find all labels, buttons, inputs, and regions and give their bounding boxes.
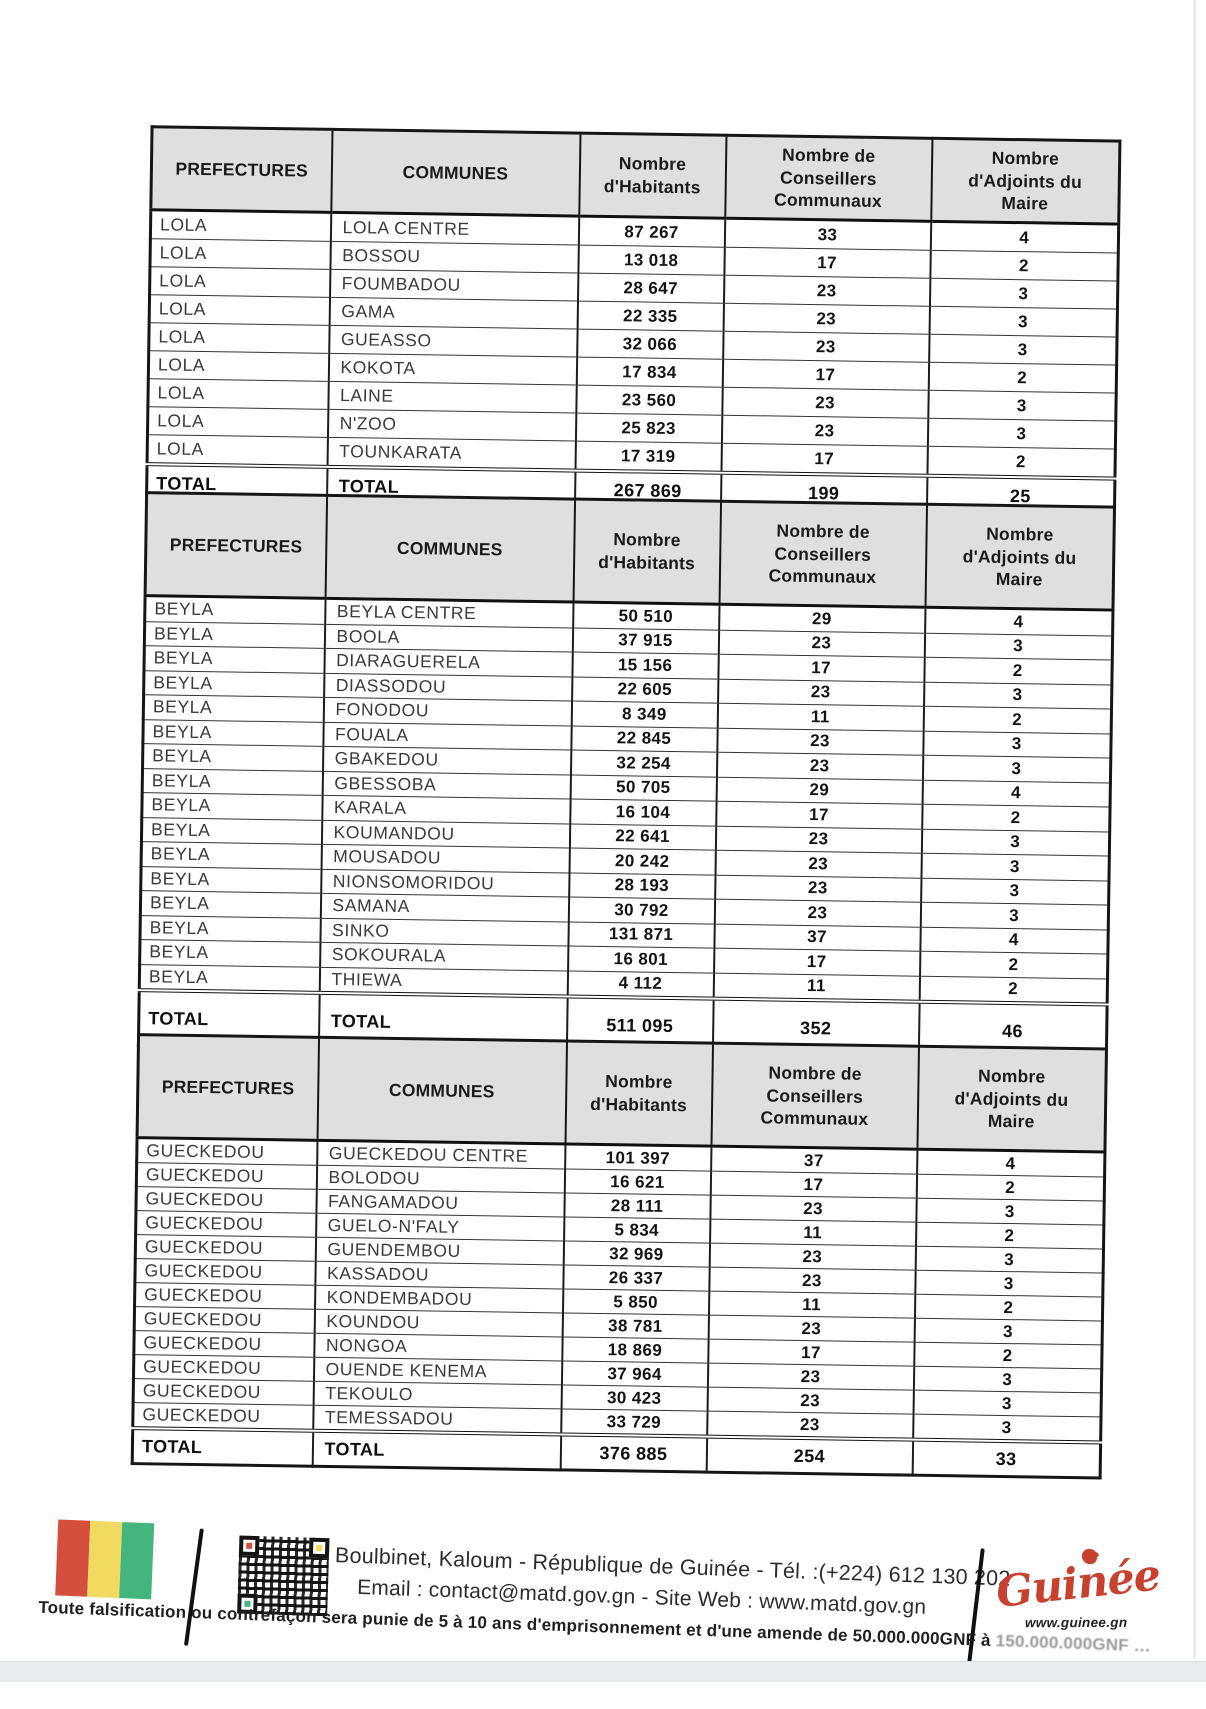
contact-block: Boulbinet, Kaloum - République de Guinée…: [333, 1543, 1011, 1620]
scan-edge-band: [0, 1661, 1206, 1682]
qr-code: [237, 1535, 330, 1617]
legal-text-faded: 150.000.000GNF …: [995, 1631, 1152, 1656]
guinea-flag: [55, 1519, 155, 1600]
flag-stripe-green: [119, 1522, 155, 1600]
qr-finder-icon: [308, 1537, 330, 1559]
scan-edge-line: [1193, 0, 1196, 1658]
flag-stripe-yellow: [87, 1520, 123, 1599]
qr-finder-icon: [238, 1535, 260, 1557]
logo-wordmark: Guinée: [993, 1550, 1163, 1618]
logo-site-url: www.guinee.gn: [1024, 1614, 1128, 1631]
guinee-logo: Guinée www.guinee.gn: [994, 1548, 1162, 1631]
flag-stripe-red: [55, 1519, 91, 1597]
separator-line: [183, 1528, 204, 1646]
